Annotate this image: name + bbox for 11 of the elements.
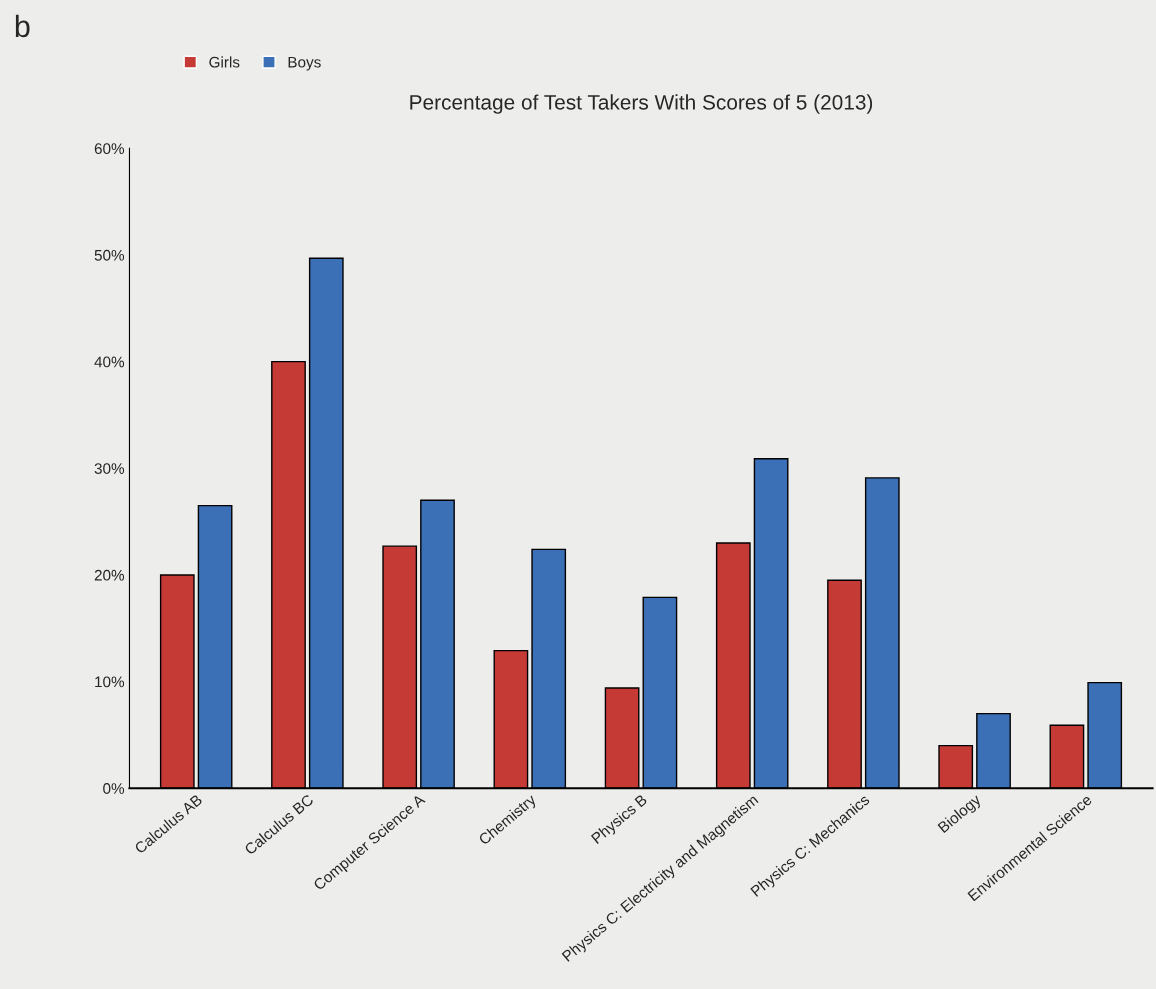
chart-title: Percentage of Test Takers With Scores of 5 (2013) (410, 94, 873, 114)
y-tick-label: 40% (94, 356, 125, 368)
y-tick-label: 0% (103, 783, 125, 794)
text: b (15, 14, 30, 38)
legend-label: Boys (288, 56, 321, 71)
legend-label: Girls (209, 56, 240, 68)
y-tick-label: 10% (95, 676, 125, 688)
y-tick-label: 30% (94, 463, 125, 474)
y-tick-label: 20% (94, 569, 125, 581)
y-tick-label: 50% (94, 249, 125, 261)
y-tick-label: 60% (94, 143, 125, 155)
